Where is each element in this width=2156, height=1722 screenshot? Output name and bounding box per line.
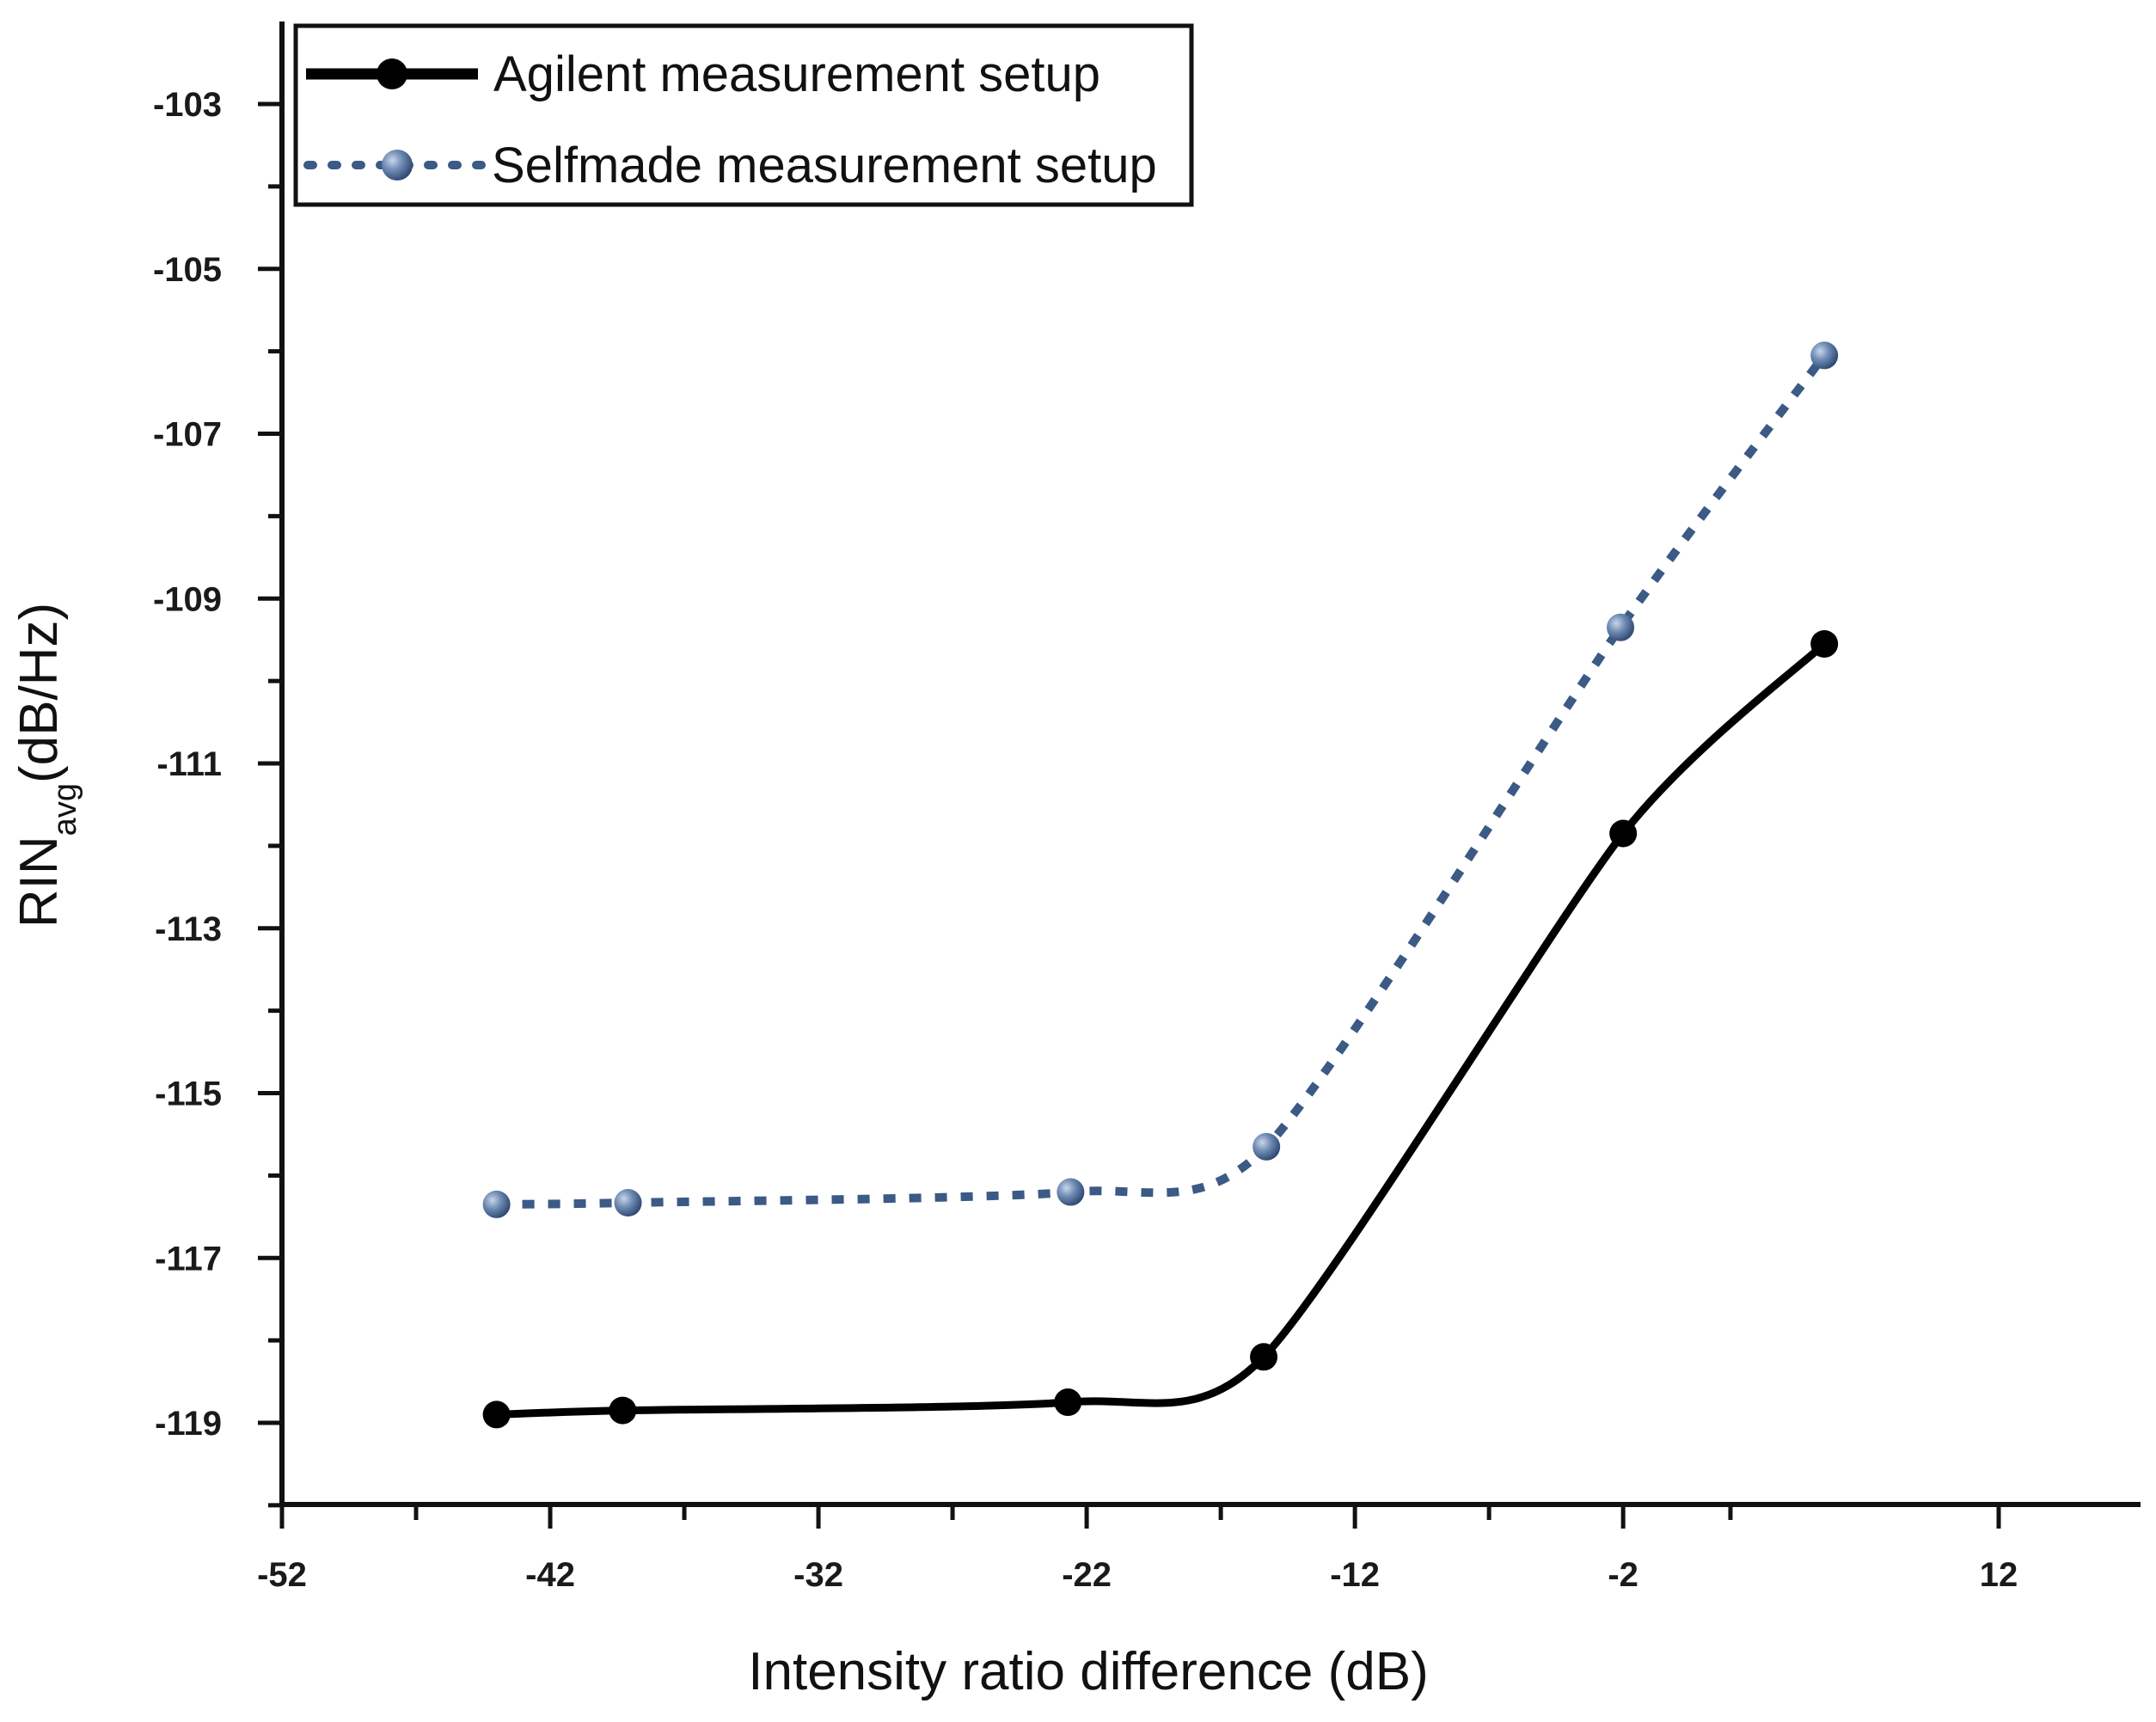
y-axis-title-subscript: avg — [47, 783, 83, 836]
y-tick-label: -115 — [155, 1075, 222, 1113]
data-point-agilent — [1054, 1388, 1082, 1417]
y-tick-label: -105 — [153, 251, 222, 289]
data-point-agilent — [1250, 1343, 1278, 1371]
data-point-agilent — [609, 1396, 637, 1425]
data-point-selfmade — [614, 1189, 642, 1217]
x-tick-label: -22 — [1062, 1556, 1112, 1594]
legend-label-agilent: Agilent measurement setup — [493, 46, 1100, 102]
data-point-agilent — [482, 1400, 511, 1429]
legend: Agilent measurement setup Selfmade measu… — [293, 23, 1194, 207]
x-tick-label: -12 — [1330, 1556, 1380, 1594]
legend-marker-agilent — [377, 58, 407, 89]
x-tick-label: -2 — [1608, 1556, 1638, 1594]
x-axis-title: Intensity ratio difference (dB) — [748, 1642, 1428, 1701]
y-tick-label: -109 — [153, 580, 222, 618]
data-point-selfmade — [1057, 1178, 1085, 1206]
x-tick-label: 12 — [1980, 1556, 2018, 1594]
svg-text:RINavg(dB/Hz): RINavg(dB/Hz) — [9, 603, 83, 928]
legend-label-selfmade: Selfmade measurement setup — [492, 138, 1157, 193]
y-tick-label: -103 — [153, 86, 222, 124]
y-tick-label: -111 — [156, 745, 222, 783]
data-point-selfmade — [1253, 1132, 1281, 1161]
x-tick-label: -32 — [793, 1556, 843, 1594]
legend-marker-selfmade — [382, 150, 413, 181]
data-point-agilent — [1810, 629, 1839, 658]
y-tick-label: -117 — [155, 1240, 222, 1278]
series-points — [482, 341, 1839, 1429]
y-tick-label: -119 — [155, 1405, 222, 1443]
series-lines — [496, 352, 1828, 1419]
x-tick-label: -52 — [257, 1556, 307, 1594]
data-point-selfmade — [1810, 341, 1839, 370]
y-tick-label: -107 — [153, 416, 222, 454]
data-point-selfmade — [482, 1190, 511, 1218]
data-point-selfmade — [1607, 613, 1635, 641]
y-axis-title-main: RIN — [9, 836, 69, 928]
legend-box — [293, 23, 1194, 207]
data-point-agilent — [1609, 819, 1638, 848]
x-tick-label: -42 — [525, 1556, 575, 1594]
series-line-selfmade — [496, 352, 1828, 1209]
y-axis-title-unit: (dB/Hz) — [9, 603, 69, 783]
y-axis-title: RINavg(dB/Hz) — [9, 603, 83, 928]
axis-ticks: -52 -42 -32 -22 -12 -2 12 -103 -105 -107 -109 -111 -… — [153, 86, 2018, 1594]
axes — [279, 21, 2141, 1507]
y-tick-label: -113 — [155, 910, 222, 948]
series-line-agilent — [496, 640, 1828, 1419]
